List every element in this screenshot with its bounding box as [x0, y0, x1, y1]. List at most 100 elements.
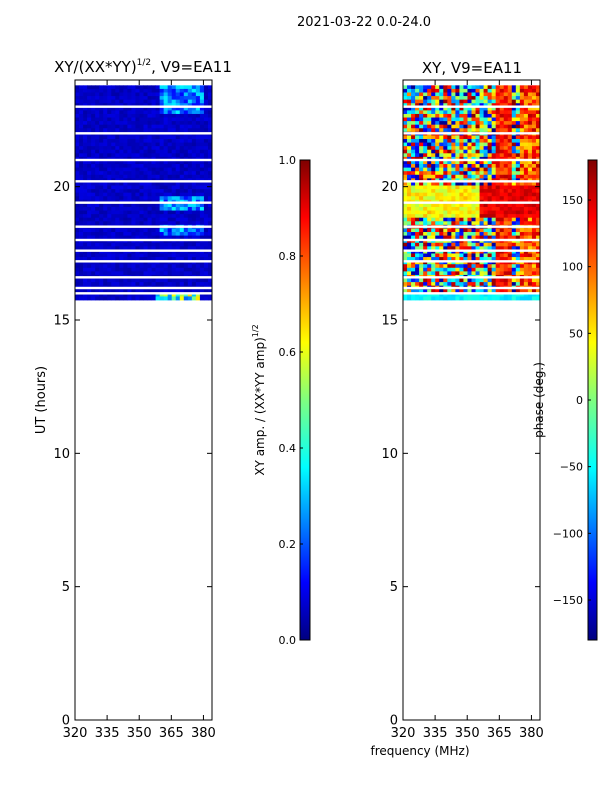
heatmap-cell — [531, 246, 537, 251]
heatmap-cell — [435, 242, 440, 247]
heatmap-cell — [139, 117, 144, 122]
heatmap-cell — [147, 246, 152, 251]
heatmap-cell — [203, 257, 209, 262]
heatmap-cell — [191, 221, 197, 226]
heatmap-cell — [407, 103, 412, 108]
heatmap-cell — [535, 210, 541, 215]
heatmap-cell — [159, 228, 165, 233]
heatmap-cell — [147, 192, 152, 197]
heatmap-cell — [199, 235, 205, 240]
heatmap-cell — [479, 203, 484, 208]
heatmap-cell — [163, 246, 169, 251]
heatmap-cell — [143, 278, 148, 283]
heatmap-cell — [503, 124, 509, 129]
heatmap-cell — [119, 192, 124, 197]
heatmap-cell — [191, 267, 197, 272]
heatmap-cell — [151, 221, 156, 226]
heatmap-cell — [127, 264, 132, 269]
heatmap-cell — [195, 160, 201, 165]
heatmap-cell — [491, 164, 497, 169]
heatmap-cell — [111, 257, 116, 262]
heatmap-cell — [107, 139, 112, 143]
heatmap-cell — [175, 117, 181, 122]
heatmap-cell — [171, 85, 177, 90]
heatmap-cell — [175, 196, 181, 201]
heatmap-cell — [495, 117, 501, 122]
heatmap-cell — [475, 242, 480, 247]
heatmap-cell — [447, 142, 452, 147]
heatmap-cell — [523, 124, 529, 129]
heatmap-cell — [483, 99, 489, 104]
heatmap-cell — [103, 171, 108, 176]
heatmap-cell — [135, 174, 140, 179]
heatmap-cell — [515, 99, 521, 104]
heatmap-cell — [523, 92, 529, 97]
heatmap-cell — [415, 217, 420, 222]
heatmap-cell — [419, 221, 424, 226]
heatmap-cell — [103, 85, 108, 90]
heatmap-cell — [87, 106, 92, 111]
heatmap-cell — [75, 242, 80, 247]
heatmap-cell — [195, 113, 201, 118]
heatmap-cell — [403, 185, 408, 190]
heatmap-cell — [527, 253, 533, 258]
heatmap-cell — [103, 181, 108, 186]
heatmap-cell — [131, 282, 136, 287]
heatmap-cell — [463, 221, 468, 226]
heatmap-cell — [131, 139, 136, 143]
heatmap-cell — [519, 171, 525, 176]
heatmap-cell — [507, 121, 513, 126]
heatmap-cell — [471, 171, 476, 176]
heatmap-cell — [475, 106, 480, 111]
flagged-row — [75, 286, 212, 290]
heatmap-cell — [455, 171, 460, 176]
heatmap-cell — [495, 228, 501, 233]
heatmap-cell — [123, 196, 128, 201]
heatmap-cell — [463, 235, 468, 240]
heatmap-cell — [127, 246, 132, 251]
heatmap-cell — [135, 85, 140, 90]
heatmap-cell — [435, 228, 440, 233]
heatmap-cell — [87, 249, 92, 254]
heatmap-cell — [179, 206, 185, 211]
heatmap-cell — [463, 110, 468, 115]
heatmap-cell — [199, 181, 205, 186]
heatmap-cell — [459, 289, 464, 294]
heatmap-cell — [415, 139, 420, 143]
heatmap-cell — [139, 232, 144, 236]
heatmap-cell — [207, 113, 213, 118]
heatmap-cell — [175, 113, 181, 118]
heatmap-cell — [95, 185, 100, 190]
heatmap-cell — [183, 164, 189, 169]
heatmap-cell — [503, 264, 509, 269]
heatmap-cell — [491, 260, 497, 265]
heatmap-cell — [111, 142, 116, 147]
heatmap-cell — [499, 253, 505, 258]
heatmap-cell — [115, 174, 120, 179]
heatmap-cell — [139, 196, 144, 201]
heatmap-cell — [411, 142, 416, 147]
heatmap-cell — [155, 249, 161, 254]
heatmap-cell — [199, 246, 205, 251]
heatmap-cell — [471, 232, 476, 236]
heatmap-cell — [179, 257, 185, 262]
heatmap-cell — [447, 99, 452, 104]
heatmap-cell — [491, 171, 497, 176]
heatmap-cell — [119, 296, 124, 301]
heatmap-cell — [495, 106, 501, 111]
heatmap-cell — [151, 160, 156, 165]
heatmap-cell — [203, 196, 209, 201]
heatmap-cell — [123, 271, 128, 276]
heatmap-cell — [515, 174, 521, 179]
heatmap-cell — [479, 117, 484, 122]
heatmap-cell — [535, 174, 541, 179]
heatmap-cell — [99, 88, 104, 93]
heatmap-cell — [479, 289, 484, 294]
heatmap-cell — [531, 106, 537, 111]
heatmap-cell — [203, 99, 209, 104]
heatmap-cell — [183, 278, 189, 283]
heatmap-cell — [115, 289, 120, 294]
heatmap-cell — [115, 88, 120, 93]
heatmap-cell — [427, 110, 432, 115]
heatmap-cell — [95, 289, 100, 294]
